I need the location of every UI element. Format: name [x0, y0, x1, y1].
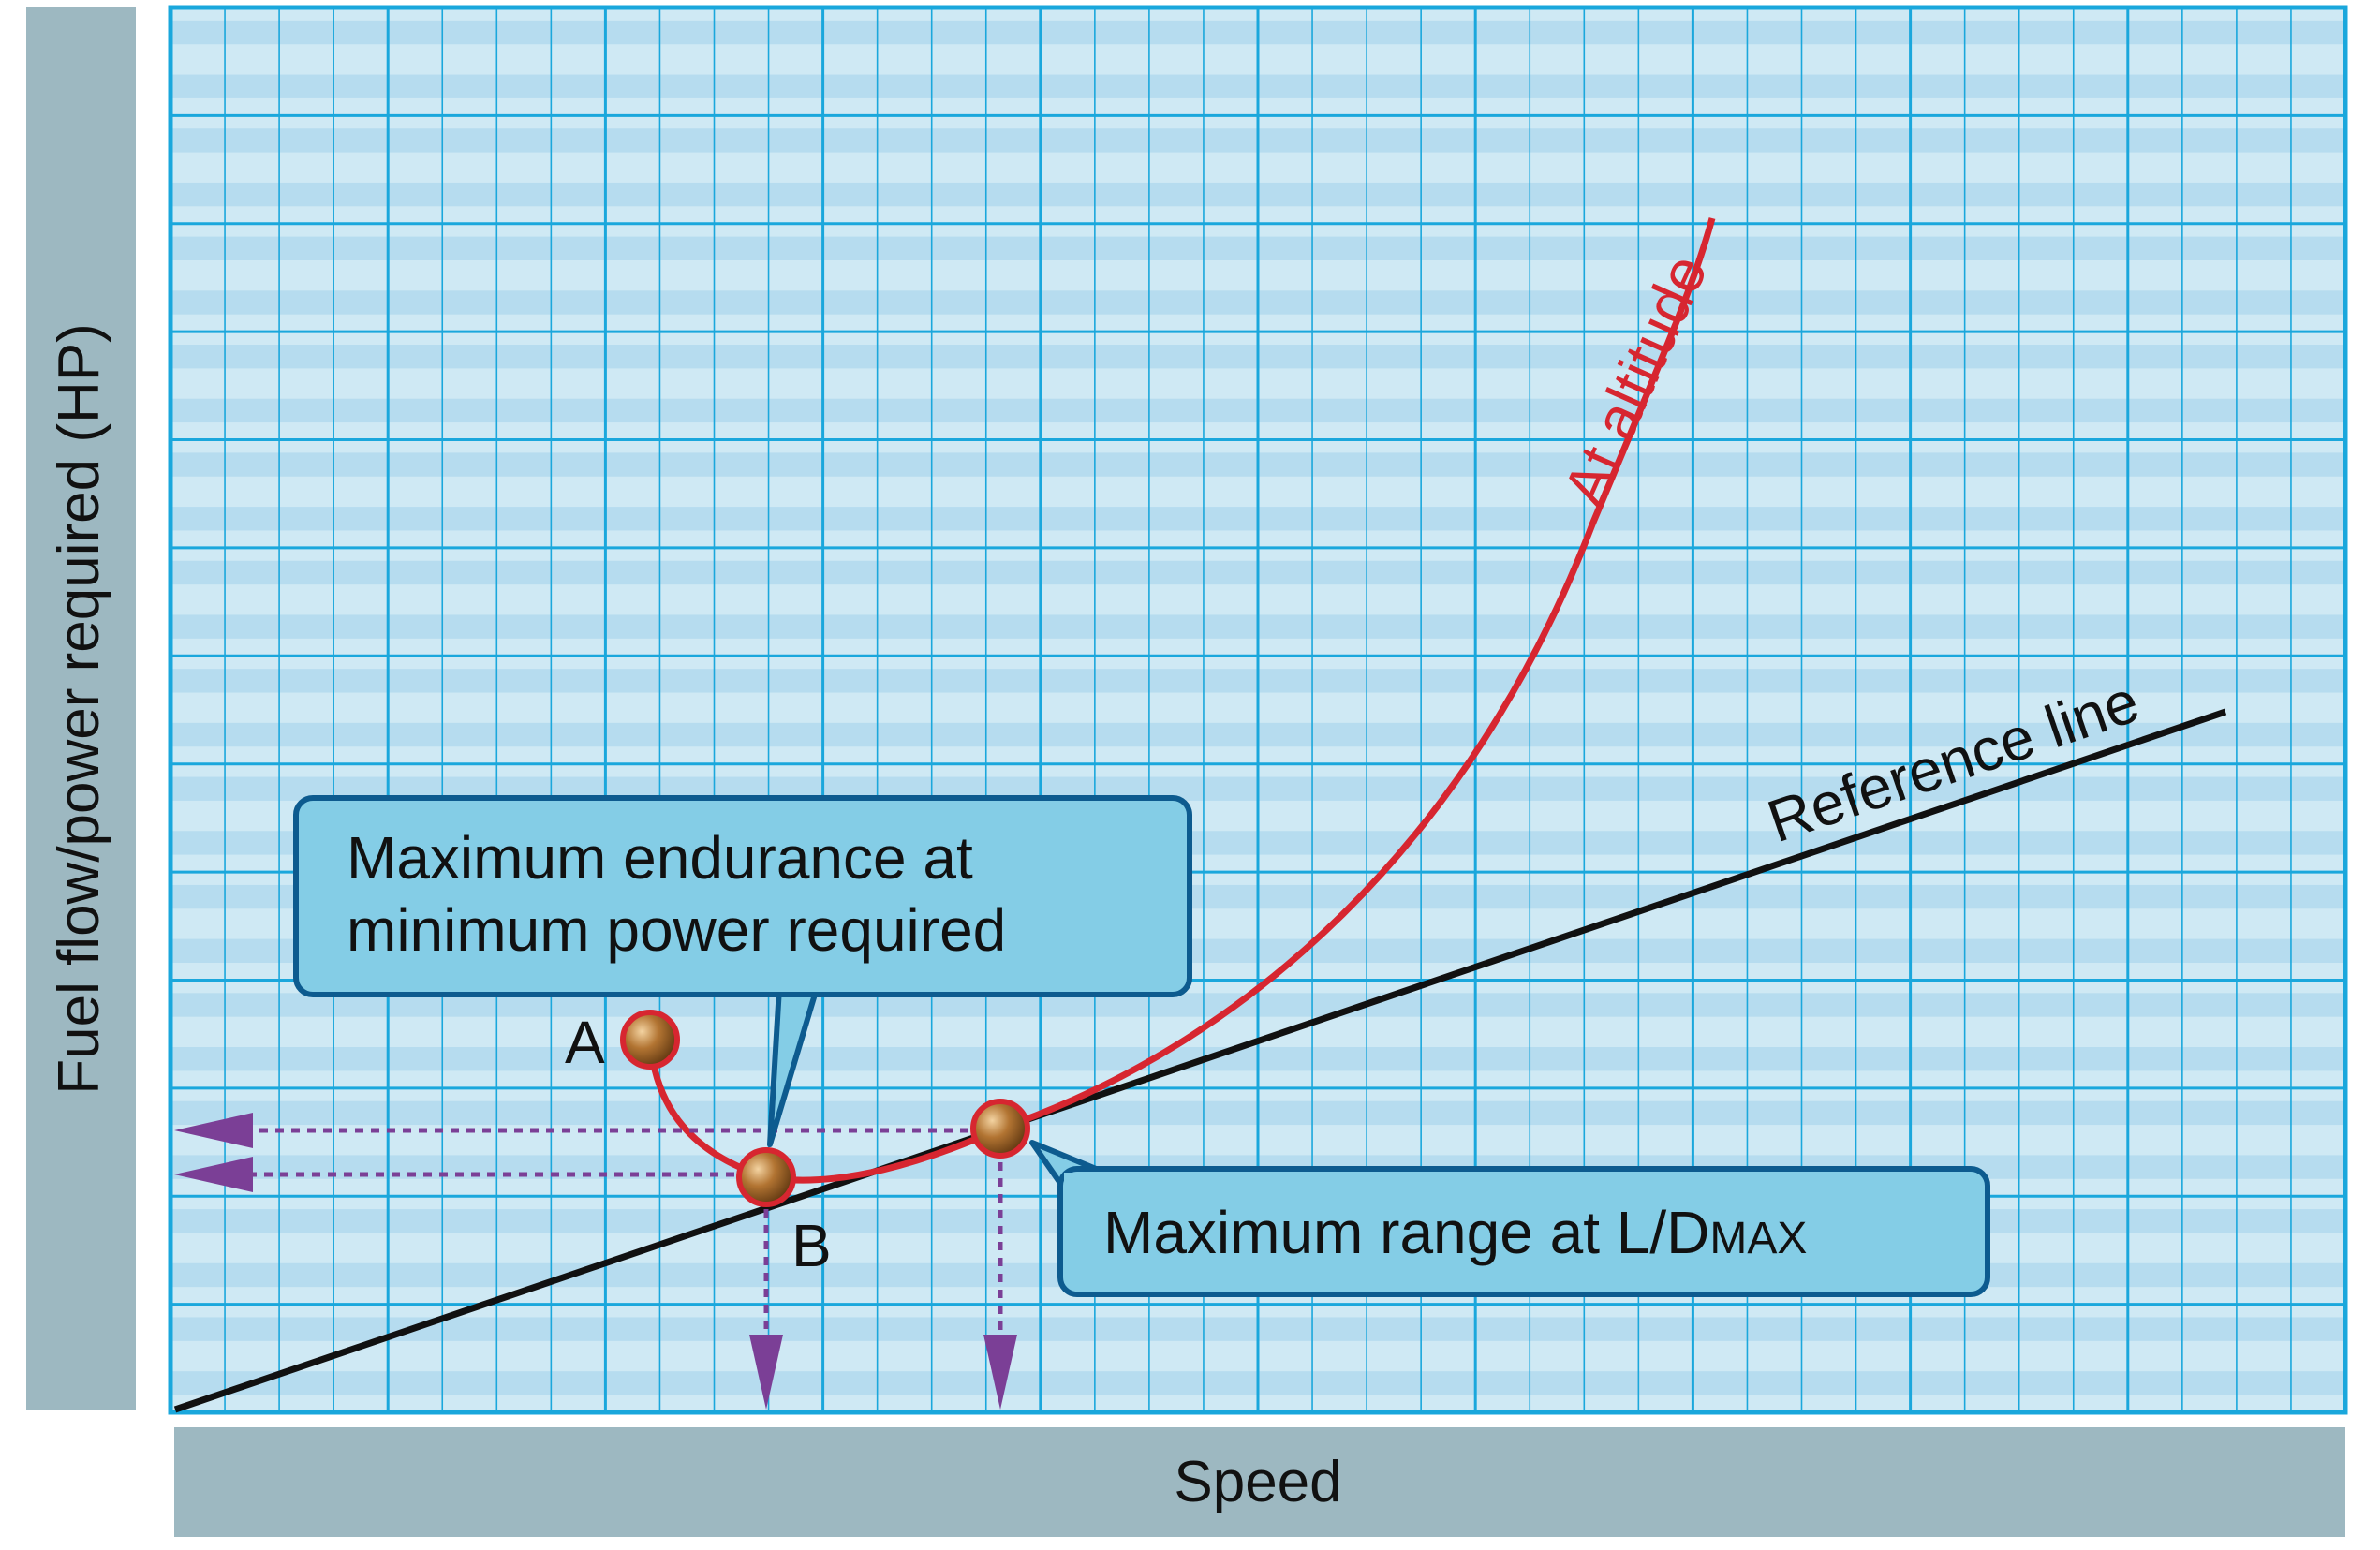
point-a-label: A [565, 1009, 605, 1076]
callout-range: Maximum range at L/DMAX [1029, 1140, 1990, 1297]
callout-endurance-line1: Maximum endurance at [347, 824, 973, 892]
callout-endurance: Maximum endurance at minimum power requi… [293, 795, 1192, 1147]
tangent-point-marker [970, 1099, 1030, 1159]
arrow-down-endurance-icon [749, 1335, 783, 1410]
guide-arrows [232, 1128, 1003, 1351]
point-a-marker [620, 1010, 680, 1070]
reference-line [173, 708, 2227, 1413]
x-axis-panel [174, 1427, 2345, 1537]
callout-range-box [1057, 1166, 1990, 1297]
callout-endurance-line2: minimum power required [347, 896, 1006, 964]
point-b-label: B [791, 1212, 832, 1279]
plot-frame [168, 5, 2348, 1415]
arrow-down-range-icon [983, 1335, 1017, 1410]
x-axis-label: Speed [1174, 1450, 1341, 1514]
arrow-left-lower-icon [174, 1157, 253, 1192]
callout-endurance-box [293, 795, 1192, 997]
grid-lines [170, 7, 2345, 1412]
callout-range-label: Maximum range at L/DMAX [1103, 1199, 1807, 1266]
point-b-marker [736, 1147, 796, 1207]
y-axis-panel [26, 7, 136, 1410]
y-axis-label: Fuel flow/power required (HP) [47, 323, 111, 1095]
arrow-left-upper-icon [174, 1113, 253, 1148]
